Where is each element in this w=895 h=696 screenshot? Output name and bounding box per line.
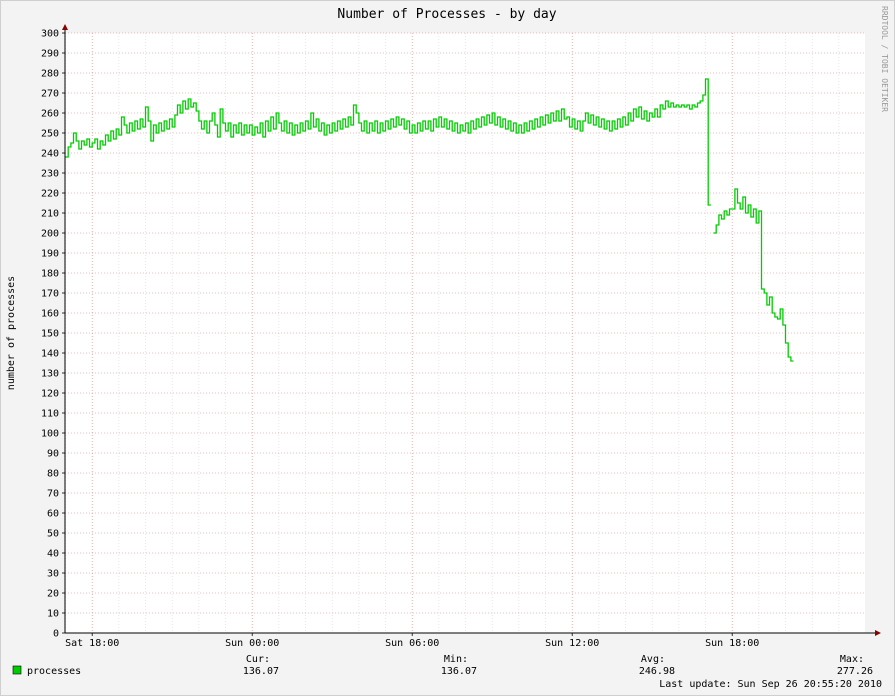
x-axis-arrow [875,630,881,636]
y-tick-label: 150 [41,329,59,340]
x-tick-label: Sun 18:00 [705,638,759,649]
y-axis-label: number of processes [6,276,17,390]
last-update: Last update: Sun Sep 26 20:55:20 2010 [659,679,882,690]
y-tick-label: 210 [41,209,59,220]
y-tick-label: 280 [41,69,59,80]
y-tick-label: 190 [41,249,59,260]
axes [62,24,881,636]
y-tick-label: 170 [41,289,59,300]
legend: processes [12,665,81,677]
y-tick-label: 100 [41,429,59,440]
series-line-processes [65,78,794,362]
stat-avg-value: 246.98 [639,666,675,677]
y-tick-label: 60 [47,509,59,520]
watermark: RRDTOOL / TOBI OETIKER [880,6,889,112]
y-tick-label: 110 [41,409,59,420]
y-tick-labels: 0 10 20 30 40 50 60 70 80 90 100 110 120 130 140 150 160… [41,29,65,640]
stat-max-value: 277.26 [837,666,873,677]
stat-min-value: 136.07 [441,666,477,677]
y-tick-label: 270 [41,89,59,100]
chart-title: Number of Processes - by day [337,7,556,22]
y-tick-label: 120 [41,389,59,400]
x-tick-label: Sat 18:00 [65,638,119,649]
stats: Cur: 136.07 Min: 136.07 Avg: 246.98 Max:… [243,654,873,677]
y-tick-label: 260 [41,109,59,120]
x-tick-label: Sun 12:00 [545,638,599,649]
y-tick-label: 220 [41,189,59,200]
y-tick-label: 130 [41,369,59,380]
legend-label-processes: processes [27,666,81,677]
y-tick-label: 290 [41,49,59,60]
y-axis-arrow [62,24,68,30]
y-tick-label: 30 [47,569,59,580]
y-tick-label: 70 [47,489,59,500]
y-tick-label: 90 [47,449,59,460]
stat-cur-label: Cur: [246,654,270,665]
y-tick-label: 10 [47,609,59,620]
y-tick-label: 0 [53,629,59,640]
y-tick-label: 160 [41,309,59,320]
y-tick-label: 50 [47,529,59,540]
stat-cur-value: 136.07 [243,666,279,677]
x-tick-labels: Sat 18:00 Sun 00:00 Sun 06:00 Sun 12:00 Sun … [65,633,759,649]
y-tick-label: 200 [41,229,59,240]
x-tick-label: Sun 06:00 [385,638,439,649]
legend-swatch-processes [12,665,22,675]
series-layer [65,78,794,362]
stat-max-label: Max: [840,654,864,665]
y-tick-label: 40 [47,549,59,560]
y-tick-label: 300 [41,29,59,40]
grid [65,32,865,634]
stat-avg-label: Avg: [641,654,665,665]
stat-min-label: Min: [444,654,468,665]
y-tick-label: 80 [47,469,59,480]
y-tick-label: 20 [47,589,59,600]
x-tick-label: Sun 00:00 [225,638,279,649]
y-tick-label: 140 [41,349,59,360]
y-tick-label: 250 [41,129,59,140]
y-tick-label: 240 [41,149,59,160]
y-tick-label: 180 [41,269,59,280]
y-tick-label: 230 [41,169,59,180]
